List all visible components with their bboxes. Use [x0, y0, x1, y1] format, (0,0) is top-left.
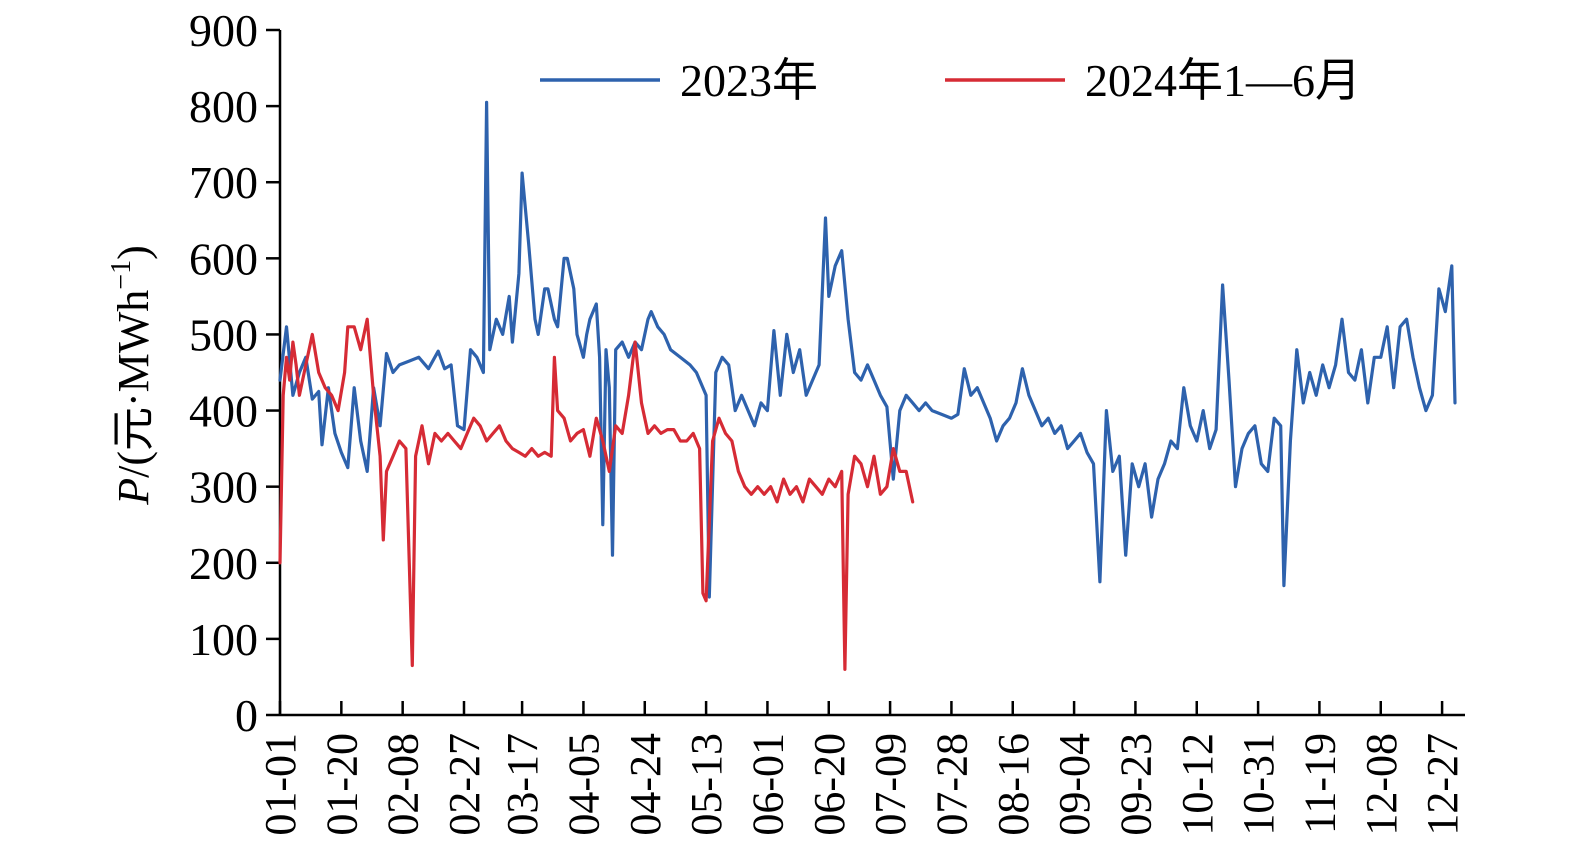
y-tick-label: 700	[189, 157, 258, 208]
x-tick-label: 08-16	[989, 733, 1038, 836]
y-axis-title-close: )	[109, 245, 158, 260]
y-tick-label: 400	[189, 386, 258, 437]
x-tick-label: 10-12	[1173, 733, 1222, 836]
y-tick-label: 100	[189, 614, 258, 665]
x-tick-label: 06-01	[743, 733, 792, 836]
x-tick-label: 12-27	[1418, 733, 1467, 836]
series-line-2024	[278, 317, 915, 671]
legend: 2023年 2024年1—6月	[540, 55, 1361, 106]
y-axis-title-var: P	[109, 478, 158, 506]
y-axis-title: P/(元·MWh−1)	[106, 245, 158, 506]
x-tick-label: 01-01	[256, 733, 305, 836]
x-tick-label: 04-24	[621, 733, 670, 836]
x-axis-ticks: 01-01 01-20 02-08 02-27 03-17 04-05 04-24 05-13…	[256, 701, 1467, 836]
y-axis-title-unit: /(元·MWh	[109, 290, 158, 478]
legend-label: 2024年1—6月	[1085, 55, 1361, 106]
x-tick-label: 02-08	[379, 733, 428, 836]
x-tick-label: 01-20	[317, 733, 366, 836]
x-tick-label: 07-28	[927, 733, 976, 836]
x-tick-label: 06-20	[805, 733, 854, 836]
x-tick-label: 03-17	[498, 733, 547, 836]
x-tick-label: 02-27	[440, 733, 489, 836]
y-tick-label: 200	[189, 538, 258, 589]
x-tick-label: 07-09	[866, 733, 915, 836]
y-tick-label: 600	[189, 233, 258, 284]
series-layer	[278, 100, 1457, 671]
x-tick-label: 05-13	[682, 733, 731, 836]
y-axis-ticks: 0 100 200 300 400 500 600 700 800 900	[189, 5, 280, 741]
y-axis-title-sup: −1	[106, 260, 137, 290]
x-tick-label: 09-04	[1050, 733, 1099, 836]
x-tick-label: 11-19	[1295, 733, 1344, 834]
series-line-2023	[278, 100, 1457, 599]
y-tick-label: 300	[189, 462, 258, 513]
x-tick-label: 10-31	[1234, 733, 1283, 836]
y-tick-label: 500	[189, 309, 258, 360]
y-tick-label: 800	[189, 81, 258, 132]
x-tick-label: 04-05	[559, 733, 608, 836]
legend-label: 2023年	[680, 55, 818, 106]
axes	[278, 30, 1465, 717]
y-tick-label: 900	[189, 5, 258, 56]
x-tick-label: 09-23	[1111, 733, 1160, 836]
x-tick-label: 12-08	[1357, 733, 1406, 836]
y-tick-label: 0	[235, 690, 258, 741]
